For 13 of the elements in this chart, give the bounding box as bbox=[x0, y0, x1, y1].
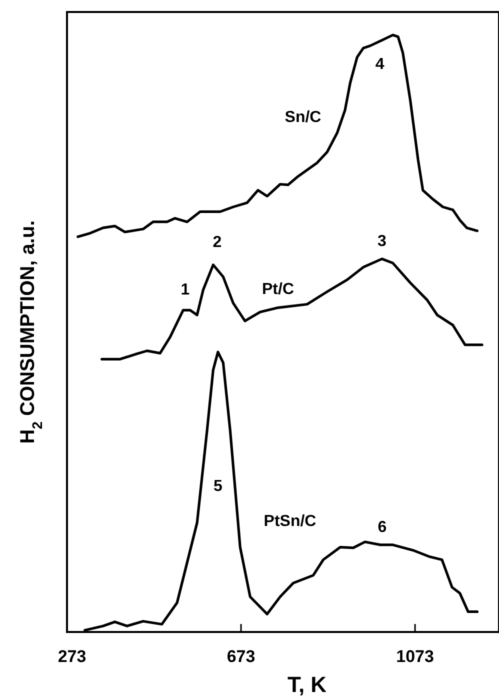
x-axis-title: T, K bbox=[287, 672, 327, 697]
annotation: 4 bbox=[375, 56, 384, 74]
annotation: 3 bbox=[378, 233, 387, 250]
annotation: 1 bbox=[180, 281, 190, 298]
series-label: Sn/C bbox=[284, 109, 322, 126]
x-tick-label: 1073 bbox=[396, 647, 434, 666]
x-tick-label: 673 bbox=[226, 647, 256, 666]
x-tick-label: 273 bbox=[58, 647, 86, 666]
annotation: 5 bbox=[214, 478, 223, 496]
series-label: PtSn/C bbox=[264, 513, 317, 530]
annotation: 2 bbox=[212, 234, 222, 252]
series-label: Pt/C bbox=[262, 281, 294, 298]
annotation: 6 bbox=[378, 519, 387, 536]
